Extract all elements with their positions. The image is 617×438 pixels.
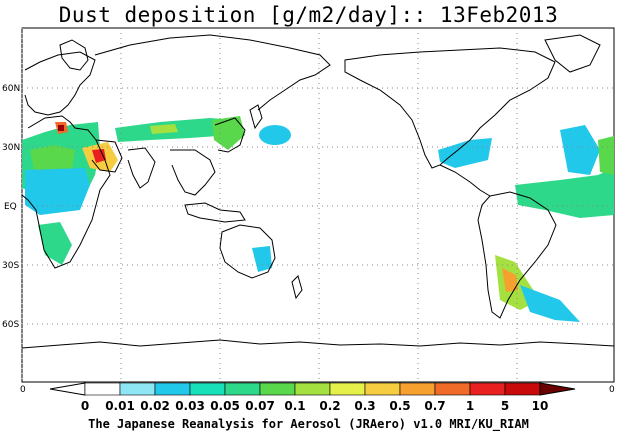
colorbar-level-label: 0.5 <box>389 399 410 413</box>
dust-gulf-mexico <box>438 138 492 168</box>
coast-scandinavia <box>59 39 89 71</box>
colorbar-box <box>154 382 191 396</box>
colorbar-level-label: 0.03 <box>175 399 205 413</box>
colorbar-box <box>364 382 401 396</box>
coast-se-asia <box>170 149 216 196</box>
dust-sahel <box>25 168 90 215</box>
colorbar-level-label: 1 <box>466 399 474 413</box>
coast-central-america <box>439 164 491 197</box>
dust-atlantic-east <box>598 136 614 175</box>
map-title: Dust deposition [g/m2/day]:: 13Feb2013 <box>58 3 559 27</box>
coast-antarctica <box>21 339 615 349</box>
colorbar-level-label: 0.02 <box>140 399 170 413</box>
dust-arabia-core <box>92 149 106 163</box>
colorbar-box <box>84 382 121 396</box>
lat-gridlines <box>22 87 614 325</box>
lon-gridlines <box>21 28 518 382</box>
coast-north-america <box>344 47 556 169</box>
colorbar-level-label: 10 <box>532 399 549 413</box>
colorbar-box <box>224 382 261 396</box>
colorbar-level-label: 5 <box>501 399 509 413</box>
credit-line: The Japanese Reanalysis for Aerosol (JRA… <box>88 417 529 431</box>
colorbar-box <box>259 382 296 396</box>
colorbar-box <box>329 382 366 396</box>
colorbar-left-edge-label: 0 <box>20 385 26 395</box>
dust-east-china <box>212 116 245 150</box>
colorbar-level-label: 0.2 <box>319 399 340 413</box>
colorbar-level-label: 0.01 <box>105 399 135 413</box>
lat-label: 30S <box>2 261 19 271</box>
colorbar-box <box>294 382 331 396</box>
colorbar-level-label: 0.07 <box>245 399 275 413</box>
dust-shading-layer <box>22 116 614 322</box>
dust-atlantic-north <box>560 125 600 175</box>
colorbar-right-edge-label: 0 <box>609 385 615 395</box>
lat-label: 60N <box>2 84 20 94</box>
dust-tropical-atlantic <box>515 168 614 218</box>
coast-china-east <box>214 117 246 153</box>
coast-nz <box>291 275 303 300</box>
colorbar-level-label: 0.1 <box>284 399 305 413</box>
coast-africa <box>21 115 111 269</box>
dust-central-asia-hot <box>150 124 178 134</box>
colorbar-level-label: 0.7 <box>424 399 445 413</box>
coast-japan <box>249 104 263 130</box>
colorbar-box <box>434 382 471 396</box>
colorbar-box <box>504 382 541 396</box>
colorbar: 0 0.01 0.02 0.03 0.05 0.07 0.1 0.2 0.3 0.5 0.7 1 5 10 <box>49 382 576 413</box>
colorbar-box <box>119 382 156 396</box>
lat-label: EQ <box>4 202 17 212</box>
coast-australia <box>219 224 276 279</box>
colorbar-box <box>469 382 506 396</box>
colorbar-level-label: 0.3 <box>354 399 375 413</box>
dust-mediterranean-core <box>58 125 64 131</box>
coast-south-america <box>477 191 557 319</box>
dust-south-atlantic <box>520 285 580 322</box>
lat-labels: 60N 30N EQ 30S 60S <box>2 84 20 330</box>
colorbar-left-arrow <box>49 382 86 396</box>
lat-label: 30N <box>2 143 20 153</box>
coast-indonesia <box>184 202 246 223</box>
colorbar-box <box>189 382 226 396</box>
dust-north-pacific <box>259 125 291 145</box>
colorbar-level-label: 0 <box>81 399 89 413</box>
coast-asia-north <box>94 34 331 111</box>
colorbar-box <box>399 382 436 396</box>
lat-label: 60S <box>2 320 19 330</box>
coast-greenland <box>544 34 601 73</box>
dust-patagonia-core <box>502 268 518 292</box>
coast-arabia <box>91 139 123 173</box>
coastlines <box>21 34 615 349</box>
colorbar-right-arrow <box>539 382 576 396</box>
coast-india <box>127 147 156 189</box>
colorbar-level-label: 0.05 <box>210 399 240 413</box>
